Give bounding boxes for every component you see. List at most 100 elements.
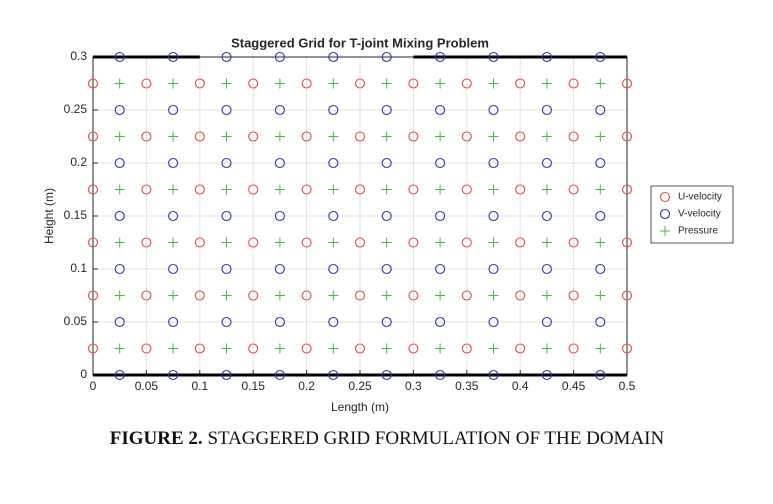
- point: [568, 131, 579, 142]
- point: [168, 369, 179, 381]
- point: [435, 263, 446, 275]
- pressure-point: [435, 131, 446, 142]
- point: [87, 237, 99, 248]
- point: [168, 316, 179, 328]
- point: [141, 184, 152, 195]
- point: [221, 157, 232, 169]
- point: [328, 369, 339, 381]
- point: [328, 316, 339, 328]
- point: [274, 157, 285, 169]
- point: [221, 369, 232, 381]
- point: [194, 78, 205, 89]
- pressure-point: [541, 184, 552, 195]
- point: [141, 237, 152, 248]
- chart-title: Staggered Grid for T-joint Mixing Proble…: [231, 35, 489, 50]
- point: [301, 290, 312, 301]
- pressure-point: [488, 131, 499, 142]
- pressure-point: [595, 290, 606, 301]
- point: [435, 369, 446, 381]
- x-tick-label: 0.1: [191, 379, 208, 393]
- point: [488, 316, 499, 328]
- point: [301, 184, 312, 195]
- point: [248, 184, 259, 195]
- point: [114, 104, 125, 116]
- point: [595, 51, 606, 63]
- x-tick-label: 0.35: [455, 379, 479, 393]
- point: [595, 316, 606, 328]
- point: [248, 237, 259, 248]
- point: [461, 184, 472, 195]
- point: [114, 210, 125, 222]
- point: [408, 78, 419, 89]
- point: [248, 78, 259, 89]
- point: [354, 184, 366, 195]
- pressure-point: [168, 184, 179, 195]
- x-tick-label: 0.5: [619, 379, 636, 393]
- point: [541, 104, 552, 116]
- pressure-point: [541, 343, 552, 354]
- point: [221, 51, 232, 63]
- point: [408, 290, 419, 301]
- point: [595, 210, 606, 222]
- y-tick-label: 0.25: [64, 102, 88, 116]
- point: [435, 316, 446, 328]
- x-tick-label: 0.15: [242, 379, 266, 393]
- y-tick-label: 0.3: [70, 49, 87, 63]
- point: [274, 104, 285, 116]
- figure-caption: FIGURE 2. STAGGERED GRID FORMULATION OF …: [86, 425, 688, 453]
- pressure-point: [541, 290, 552, 301]
- pressure-point: [381, 78, 392, 89]
- point: [381, 51, 392, 63]
- pressure-point: [435, 78, 446, 89]
- pressure-point: [541, 78, 552, 89]
- pressure-point: [541, 131, 552, 142]
- point: [568, 343, 579, 354]
- point: [114, 369, 125, 381]
- pressure-point: [114, 78, 125, 89]
- pressure-point: [381, 184, 392, 195]
- pressure-point: [435, 237, 446, 248]
- pressure-point: [435, 343, 446, 354]
- point: [488, 104, 499, 116]
- pressure-point: [221, 290, 232, 301]
- point: [568, 290, 579, 301]
- point: [354, 131, 366, 142]
- y-tick-label: 0.1: [70, 261, 87, 275]
- point: [328, 263, 339, 275]
- point: [328, 51, 339, 63]
- point: [381, 157, 392, 169]
- pressure-point: [114, 343, 125, 354]
- point: [274, 210, 285, 222]
- chart: Staggered Grid for T-joint Mixing Proble…: [42, 35, 734, 414]
- pressure-point: [328, 131, 339, 142]
- pressure-point: [381, 343, 392, 354]
- point: [194, 237, 205, 248]
- point: [461, 343, 472, 354]
- y-tick-label: 0.2: [70, 155, 87, 169]
- point: [541, 369, 552, 381]
- point: [621, 131, 633, 142]
- point: [87, 78, 99, 89]
- point: [328, 157, 339, 169]
- point: [595, 157, 606, 169]
- y-tick-label: 0: [80, 367, 87, 381]
- point: [488, 263, 499, 275]
- point: [515, 78, 526, 89]
- y-tick-label: 0.05: [64, 314, 88, 328]
- point: [541, 210, 552, 222]
- point: [87, 343, 99, 354]
- pressure-point: [221, 343, 232, 354]
- point: [274, 316, 285, 328]
- point: [114, 316, 125, 328]
- point: [194, 290, 205, 301]
- pressure-point: [328, 78, 339, 89]
- point: [168, 104, 179, 116]
- point: [515, 290, 526, 301]
- pressure-point: [381, 131, 392, 142]
- point: [221, 316, 232, 328]
- caption-label: FIGURE 2.: [109, 428, 203, 449]
- point: [274, 263, 285, 275]
- point: [168, 263, 179, 275]
- caption-text: STAGGERED GRID FORMULATION OF THE DOMAIN: [207, 428, 665, 449]
- pressure-point: [114, 184, 125, 195]
